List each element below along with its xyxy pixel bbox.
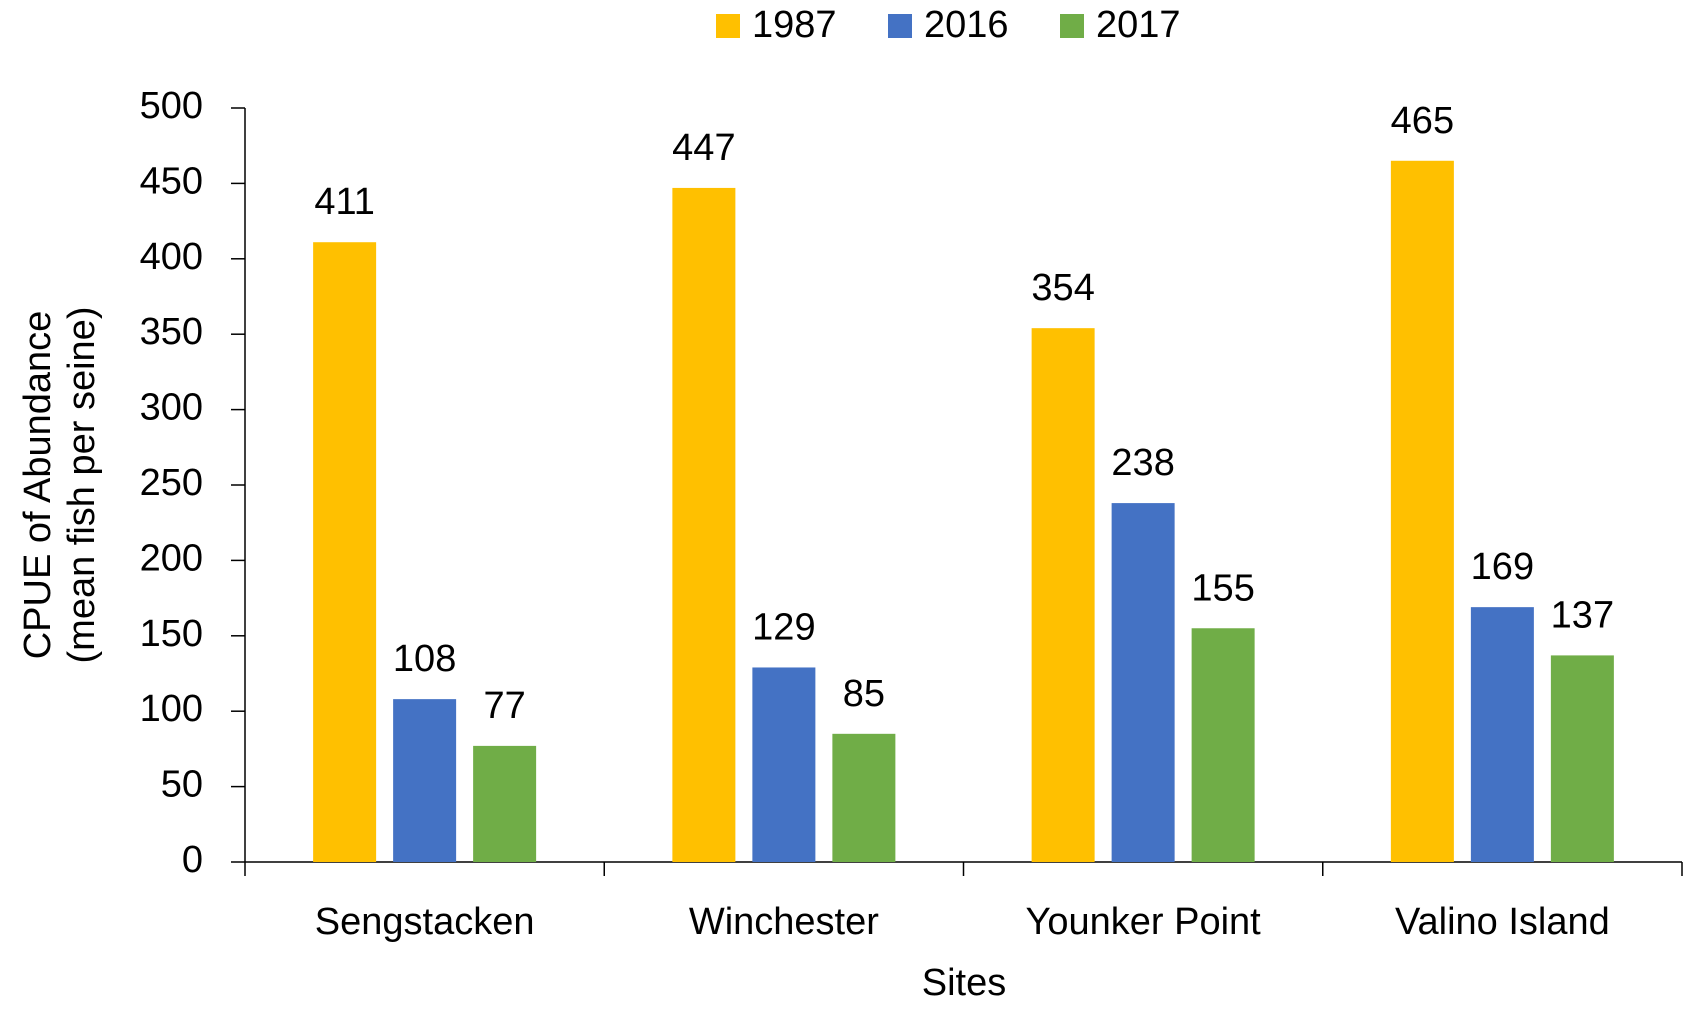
bar [672, 187, 736, 862]
bar [473, 745, 537, 862]
data-label: 137 [1551, 594, 1614, 636]
y-tick-label: 300 [140, 387, 203, 429]
y-tick-label: 350 [140, 311, 203, 353]
data-label: 129 [752, 606, 815, 648]
y-tick-label: 100 [140, 688, 203, 730]
bar [1191, 628, 1255, 862]
legend-swatch [888, 14, 912, 38]
data-label: 354 [1031, 267, 1094, 309]
x-tick-label: Valino Island [1395, 901, 1610, 943]
y-tick-label: 150 [140, 613, 203, 655]
y-tick-label: 500 [140, 85, 203, 127]
legend-label: 1987 [752, 4, 837, 46]
bar [1390, 160, 1454, 862]
bar [1470, 607, 1534, 862]
data-label: 447 [672, 127, 735, 169]
legend-label: 2016 [924, 4, 1009, 46]
data-label: 85 [843, 673, 885, 715]
data-label: 108 [393, 638, 456, 680]
y-tick-label: 250 [140, 462, 203, 504]
y-tick-label: 450 [140, 160, 203, 202]
data-label: 238 [1111, 442, 1174, 484]
bar [832, 733, 896, 862]
x-tick-label: Winchester [689, 901, 879, 943]
y-axis-label: CPUE of Abundance (mean fish per seine) [17, 307, 103, 664]
data-label: 169 [1471, 546, 1534, 588]
y-tick-label: 0 [182, 839, 203, 881]
y-tick-label: 400 [140, 236, 203, 278]
bar [752, 667, 816, 862]
y-axis-label-line: (mean fish per seine) [61, 307, 103, 664]
legend-swatch [1060, 14, 1084, 38]
data-label: 155 [1191, 567, 1254, 609]
legend-swatch [716, 14, 740, 38]
legend-label: 2017 [1096, 4, 1181, 46]
x-axis-label: Sites [922, 962, 1006, 1004]
y-tick-label: 200 [140, 537, 203, 579]
bar [1550, 655, 1614, 862]
bar [1111, 503, 1175, 862]
x-tick-label: Younker Point [1026, 901, 1262, 943]
y-tick-label: 50 [161, 764, 203, 806]
bar [313, 242, 377, 862]
y-axis-label-line: CPUE of Abundance [17, 311, 59, 660]
bar [393, 699, 457, 862]
data-label: 465 [1391, 100, 1454, 142]
data-label: 411 [314, 181, 375, 223]
x-tick-label: Sengstacken [315, 901, 535, 943]
data-label: 77 [483, 685, 525, 727]
bar [1031, 328, 1095, 863]
